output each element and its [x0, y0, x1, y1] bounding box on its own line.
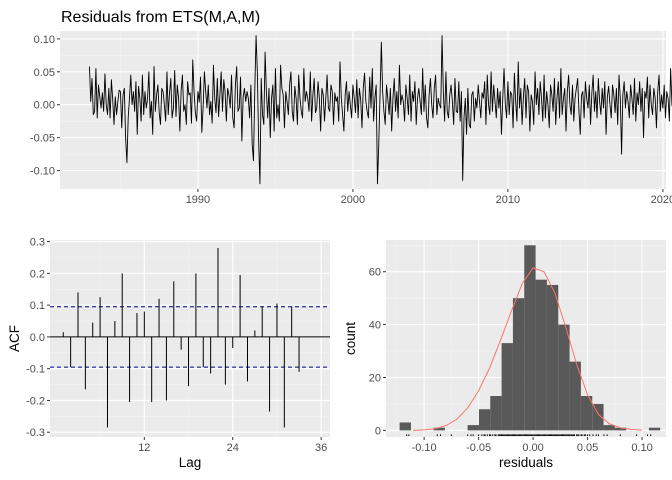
- histogram-bar: [501, 343, 513, 431]
- histogram-bar: [433, 427, 445, 431]
- panel-background: [50, 240, 330, 437]
- histogram-bar: [648, 427, 661, 431]
- histogram-bar: [592, 403, 604, 431]
- x-tick-label: 1990: [186, 194, 210, 206]
- y-axis-title: ACF: [7, 325, 22, 352]
- x-tick-label: 0.00: [522, 442, 543, 454]
- histogram-bar: [614, 427, 627, 431]
- chart-title: Residuals from ETS(M,A,M): [61, 9, 260, 26]
- density-curve: [413, 267, 643, 431]
- y-tick-label: 20: [369, 373, 381, 385]
- histogram-bar: [603, 425, 615, 431]
- histogram-bar: [478, 409, 491, 431]
- histogram-bar: [535, 279, 547, 431]
- y-tick-label: 0.10: [34, 34, 55, 46]
- x-tick-label: 0.05: [577, 442, 598, 454]
- y-tick-label: 0.2: [30, 268, 45, 280]
- histogram-bar: [569, 361, 581, 431]
- y-tick-label: 0.3: [30, 237, 45, 249]
- histogram-bar: [512, 298, 525, 431]
- x-tick-label: -0.10: [412, 442, 437, 454]
- y-tick-label: -0.2: [26, 395, 45, 407]
- y-tick-label: -0.10: [30, 166, 55, 178]
- y-tick-label: 60: [369, 267, 381, 279]
- residual-histogram-panel: -0.10 -0.05 0.00 0.05 0.10 0 20 40 60 residuals co…: [343, 240, 666, 470]
- histogram-bar: [467, 425, 479, 431]
- x-tick-label: 2000: [341, 194, 365, 206]
- x-axis-title: Lag: [179, 455, 202, 470]
- x-tick-label: 12: [138, 442, 150, 454]
- y-tick-label: -0.3: [26, 427, 45, 439]
- x-tick-label: -0.05: [466, 442, 491, 454]
- residual-series-line: [89, 35, 672, 185]
- histogram-bar: [490, 396, 502, 431]
- histogram-bar: [546, 284, 559, 431]
- y-tick-label: -0.1: [26, 364, 45, 376]
- x-tick-label: 24: [227, 442, 239, 454]
- x-tick-label: 0.10: [631, 442, 652, 454]
- histogram-bar: [580, 396, 593, 431]
- y-tick-label: -0.05: [30, 133, 55, 145]
- histogram-bar: [558, 324, 570, 431]
- y-tick-label: 0.05: [34, 67, 55, 79]
- x-tick-label: 2020: [651, 194, 672, 206]
- x-axis-title: residuals: [499, 455, 553, 470]
- x-tick-label: 36: [315, 442, 327, 454]
- histogram-bar: [524, 245, 536, 431]
- histogram-bar: [399, 422, 411, 431]
- residual-series-panel: Residuals from ETS(M,A,M) 1990 2000 2010 202…: [30, 9, 672, 206]
- acf-panel: 12 24 36 -0.3 -0.2 -0.1 0.0 0.1 0.2 0.3 Lag ACF: [7, 237, 330, 470]
- y-tick-label: 0.0: [30, 332, 45, 344]
- y-tick-label: 0: [375, 425, 381, 437]
- y-axis-title: count: [343, 322, 358, 355]
- y-tick-label: 0.1: [30, 300, 45, 312]
- x-tick-label: 2010: [496, 194, 520, 206]
- y-tick-label: 40: [369, 320, 381, 332]
- y-tick-label: 0.00: [34, 100, 55, 112]
